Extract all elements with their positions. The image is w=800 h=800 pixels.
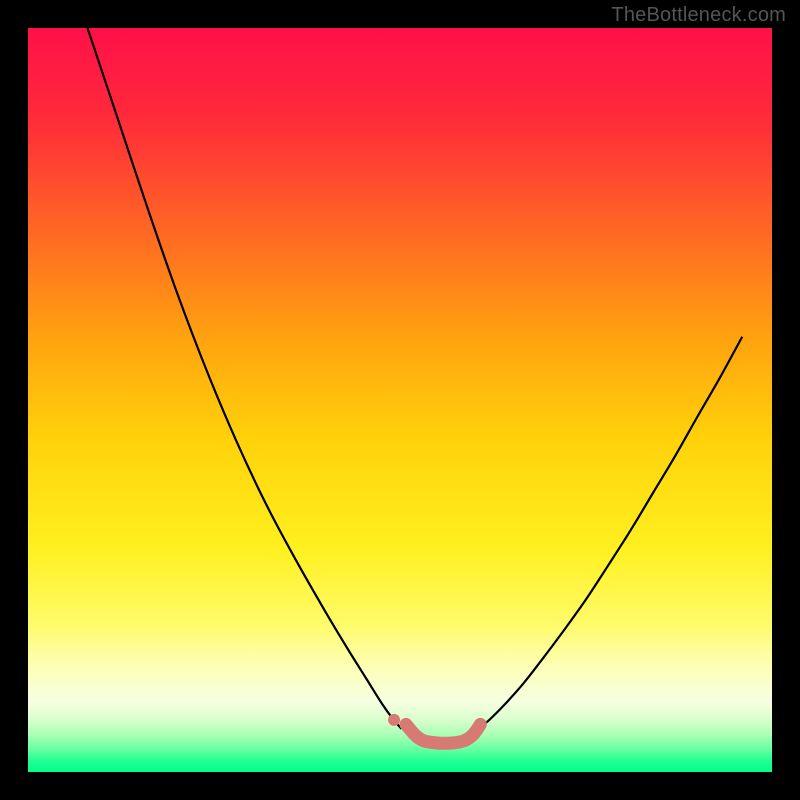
gradient-background: [28, 28, 772, 772]
bottleneck-chart-svg: [0, 0, 800, 800]
valley-dot: [388, 714, 400, 726]
watermark-text: TheBottleneck.com: [611, 4, 786, 27]
chart-frame: TheBottleneck.com: [0, 0, 800, 800]
